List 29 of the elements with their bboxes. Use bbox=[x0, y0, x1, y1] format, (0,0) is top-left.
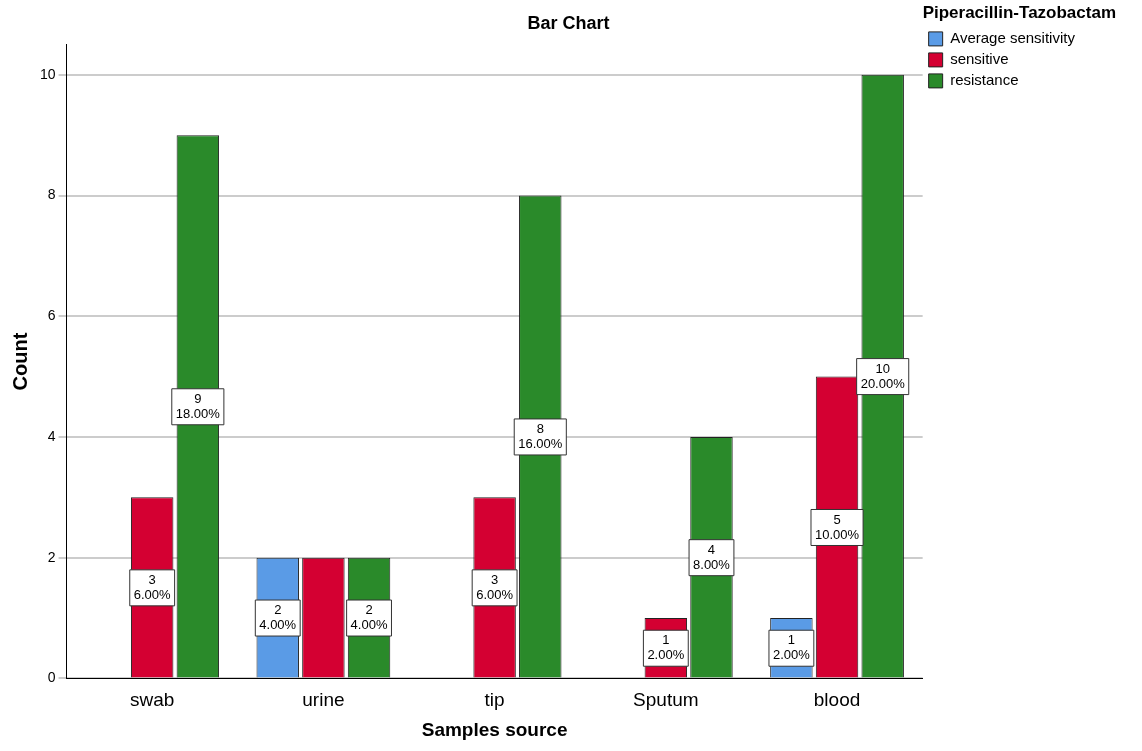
x-tick-label: swab bbox=[130, 689, 175, 711]
y-axis-title: Count bbox=[8, 332, 31, 391]
y-tick-label: 0 bbox=[47, 669, 56, 686]
x-axis-title: Samples source bbox=[421, 718, 568, 740]
data-label: 1 2.00% bbox=[647, 632, 685, 663]
x-tick-label: urine bbox=[302, 689, 345, 711]
data-label: 4 8.00% bbox=[693, 541, 731, 572]
x-tick-label: Sputum bbox=[633, 689, 699, 711]
y-tick-label: 2 bbox=[47, 548, 56, 565]
y-tick-label: 6 bbox=[47, 307, 56, 324]
data-label: 8 16.00% bbox=[518, 421, 563, 452]
x-tick-label: tip bbox=[484, 689, 505, 711]
data-label: 2 4.00% bbox=[350, 602, 388, 633]
data-label: 1 2.00% bbox=[772, 632, 811, 663]
x-tick-label: blood bbox=[813, 689, 861, 711]
data-label: 5 10.00% bbox=[815, 511, 860, 542]
data-label: 9 18.00% bbox=[175, 390, 221, 421]
data-label: 2 4.00% bbox=[259, 602, 297, 633]
y-tick-label: 10 bbox=[39, 65, 56, 82]
y-tick-label: 8 bbox=[47, 186, 56, 203]
legend-label: Average sensitivity bbox=[950, 29, 1076, 47]
legend-title: Piperacillin-Tazobactam bbox=[922, 3, 1117, 23]
chart-title: Bar Chart bbox=[527, 12, 610, 33]
y-tick-label: 4 bbox=[47, 427, 56, 444]
data-label: 10 20.00% bbox=[860, 360, 906, 391]
data-label: 3 6.00% bbox=[476, 571, 514, 602]
legend-label: resistance bbox=[950, 71, 1019, 89]
legend-label: sensitive bbox=[950, 50, 1009, 68]
data-label: 3 6.00% bbox=[133, 571, 172, 602]
